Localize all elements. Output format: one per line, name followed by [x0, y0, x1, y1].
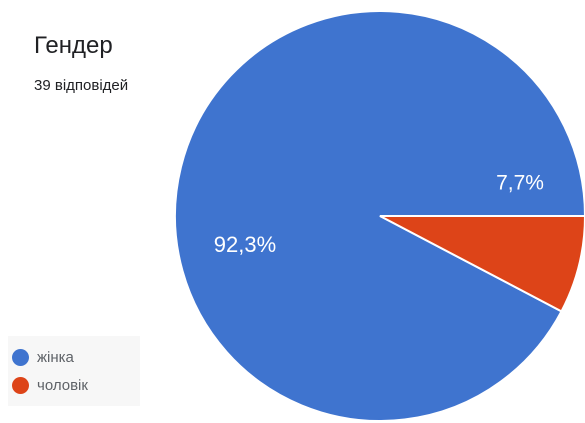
legend-item-zhinka[interactable]: жінка — [12, 346, 74, 368]
legend: жінка чоловік — [8, 336, 140, 406]
pie-layer: 92,3% 7,7% — [174, 10, 585, 422]
legend-label-zhinka: жінка — [37, 348, 74, 366]
pie-label-zhinka: 92,3% — [214, 232, 276, 257]
legend-label-cholovik: чоловік — [37, 376, 88, 394]
legend-marker-zhinka — [12, 348, 29, 366]
legend-marker-cholovik — [12, 376, 29, 394]
legend-item-cholovik[interactable]: чоловік — [12, 374, 88, 396]
chart-title: Гендер — [34, 32, 113, 59]
response-count: 39 відповідей — [34, 77, 129, 94]
pie-label-cholovik: 7,7% — [496, 172, 544, 195]
